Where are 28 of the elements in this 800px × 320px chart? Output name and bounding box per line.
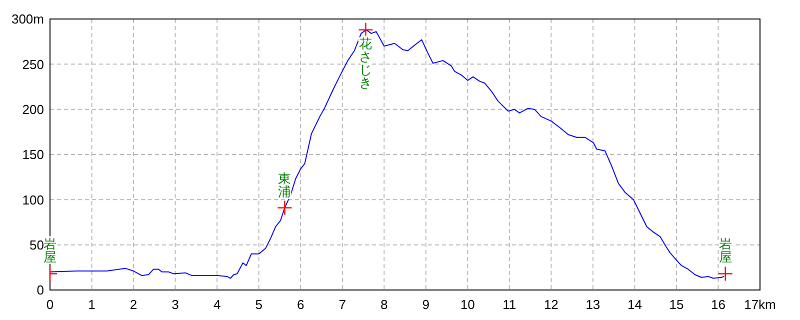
- x-tick-label: 3: [172, 297, 179, 312]
- y-tick-label: 250: [22, 56, 44, 72]
- x-tick-label: 4: [213, 297, 221, 312]
- y-tick-label: 300m: [11, 12, 44, 27]
- y-tick-label: 0: [36, 282, 44, 298]
- annotation: 花さじき: [359, 36, 372, 90]
- y-tick-label: 50: [30, 237, 44, 252]
- x-tick-label: 0: [46, 297, 54, 312]
- x-tick-label: 2: [130, 297, 138, 312]
- y-tick-label: 200: [22, 102, 44, 117]
- annotation: 東浦: [278, 170, 292, 199]
- x-tick-label: 9: [422, 297, 430, 312]
- x-tick-label: 16: [711, 297, 726, 312]
- x-tick-label: 11: [502, 297, 516, 312]
- x-tick-label: 5: [255, 297, 262, 312]
- x-tick-label: 14: [627, 297, 642, 312]
- x-tick-label: 13: [586, 297, 600, 312]
- x-tick-label: 1: [88, 297, 96, 312]
- x-tick-label: 17km: [744, 297, 776, 312]
- x-tick-label: 8: [380, 297, 388, 312]
- x-tick-label: 12: [544, 297, 558, 312]
- x-tick-label: 6: [296, 297, 304, 312]
- y-tick-label: 100: [22, 192, 44, 208]
- x-tick-label: 7: [338, 297, 346, 312]
- x-tick-label: 15: [669, 297, 684, 312]
- y-tick-label: 150: [22, 147, 44, 162]
- annotation: 岩屋: [718, 236, 732, 265]
- x-tick-label: 10: [460, 297, 475, 312]
